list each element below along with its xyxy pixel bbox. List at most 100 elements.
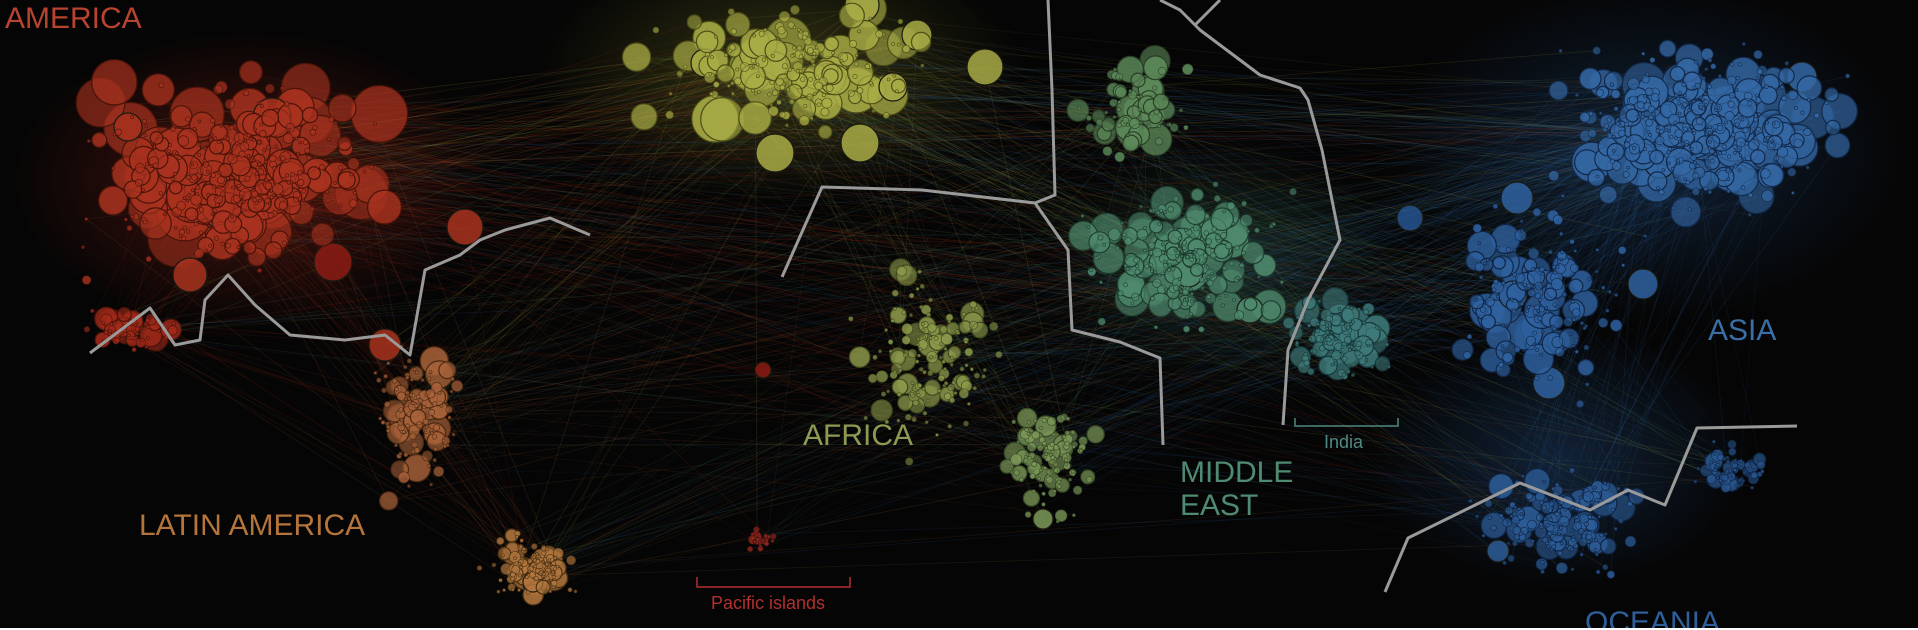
city-node [1068, 477, 1072, 482]
city-node [286, 236, 291, 241]
city-node [1554, 511, 1560, 517]
edge [1227, 306, 1505, 564]
city-node [1308, 337, 1313, 342]
city-node [1572, 317, 1577, 322]
city-node [907, 348, 917, 358]
edge [206, 196, 1463, 351]
city-node [1570, 528, 1575, 533]
city-node [950, 355, 954, 360]
city-node [1339, 320, 1345, 326]
city-node [941, 359, 946, 364]
city-node [124, 217, 128, 222]
city-node [1026, 442, 1037, 452]
city-node [178, 234, 183, 238]
edge [242, 163, 559, 579]
city-node [500, 553, 505, 558]
city-node [541, 572, 546, 577]
city-node [728, 48, 733, 53]
city-node [1552, 498, 1556, 503]
city-node [1532, 330, 1537, 336]
city-node [1579, 552, 1584, 557]
city-node [755, 133, 795, 173]
city-node [186, 175, 192, 181]
edge [817, 90, 1706, 146]
city-node [1317, 299, 1322, 304]
city-node [297, 170, 303, 176]
city-node [1366, 343, 1371, 348]
city-node [194, 248, 205, 259]
city-node [1570, 567, 1575, 572]
city-node [751, 64, 756, 69]
city-node [1603, 123, 1610, 129]
city-node [1537, 315, 1543, 321]
city-node [989, 321, 999, 331]
city-node [676, 70, 683, 78]
city-node [238, 150, 246, 158]
edge [253, 124, 1524, 477]
city-node [1122, 134, 1140, 152]
edge [374, 123, 554, 560]
city-node [1572, 308, 1581, 317]
city-node [313, 242, 353, 282]
city-node [1558, 49, 1563, 53]
city-node [1172, 195, 1179, 202]
city-node [1048, 452, 1053, 457]
edge [753, 90, 1476, 262]
city-node [491, 562, 497, 568]
edge [227, 192, 545, 575]
city-node [1571, 299, 1575, 304]
edge [254, 102, 780, 174]
city-node [1724, 111, 1735, 122]
edge [756, 280, 1232, 536]
city-node [319, 164, 326, 171]
city-node [1712, 439, 1716, 444]
city-node [1721, 149, 1727, 156]
city-node [217, 176, 226, 185]
boundary-asia-oceania [1383, 424, 1798, 593]
city-node [1132, 273, 1137, 278]
city-node [1362, 320, 1367, 325]
city-node [185, 198, 190, 203]
city-node [127, 333, 131, 338]
city-node [132, 335, 137, 341]
edge [1213, 144, 1635, 242]
edge [774, 130, 1634, 154]
city-node [971, 307, 976, 312]
city-node [281, 240, 287, 246]
city-node [1709, 460, 1714, 465]
city-node [1175, 253, 1180, 258]
city-node [1325, 314, 1333, 323]
edge [749, 292, 1517, 550]
city-node [263, 159, 268, 164]
edge [272, 122, 1768, 201]
city-node [1039, 468, 1043, 473]
city-node [1758, 85, 1778, 105]
city-node [1545, 523, 1550, 528]
city-node [1595, 88, 1604, 97]
city-node [1295, 340, 1299, 345]
city-node [1645, 118, 1653, 127]
city-node [550, 579, 558, 587]
city-node [409, 392, 414, 397]
city-node [236, 183, 241, 188]
city-node [1736, 460, 1741, 465]
city-node [733, 77, 742, 85]
city-node [552, 566, 558, 571]
city-node [763, 27, 768, 32]
edge [132, 24, 738, 322]
edge [204, 213, 530, 572]
city-node [242, 200, 246, 204]
city-node [889, 349, 907, 366]
city-node [939, 342, 944, 346]
city-node [532, 558, 537, 563]
region-boundaries [89, 0, 1798, 593]
edge [172, 149, 1767, 170]
city-node [380, 420, 386, 425]
city-node [1509, 297, 1514, 302]
city-node [1097, 234, 1104, 241]
edge [1072, 168, 1641, 433]
city-node [1649, 57, 1656, 63]
city-node [751, 88, 755, 93]
city-node [134, 326, 141, 332]
edge [407, 127, 1128, 394]
